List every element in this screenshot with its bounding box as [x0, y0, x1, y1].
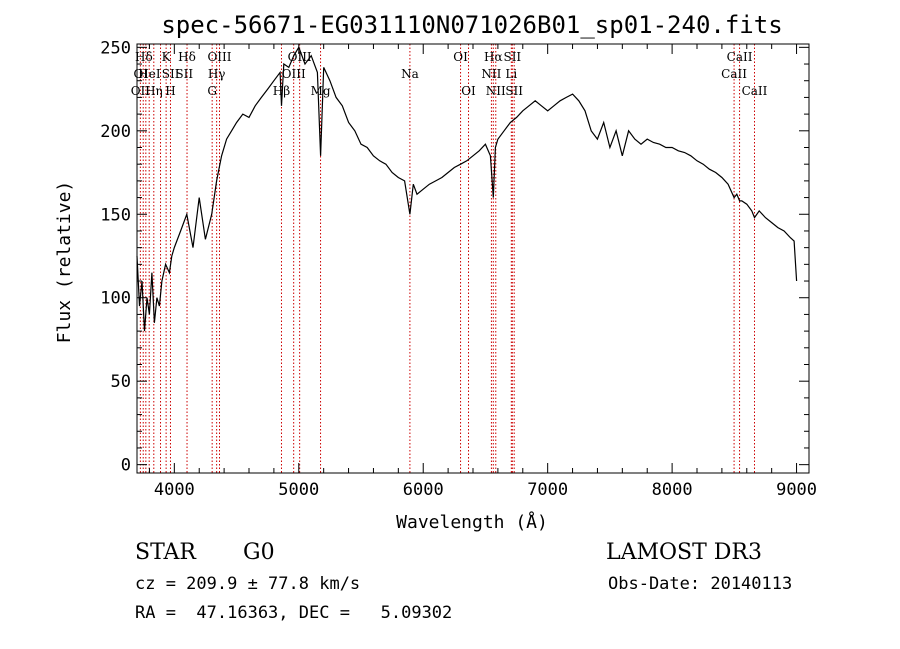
plot-frame	[136, 43, 810, 474]
spectral-line-label: CaII	[721, 67, 747, 81]
x-tick-label: 6000	[403, 480, 444, 500]
chart-title: spec-56671-EG031110N071026B01_sp01-240.f…	[161, 11, 782, 39]
spectral-line-label: Hγ	[208, 67, 226, 81]
y-tick-label: 0	[121, 456, 131, 476]
spectral-line-label: K	[162, 50, 172, 64]
spectral-line-label: OI	[461, 84, 476, 98]
spectral-line-label: Hη	[145, 84, 163, 98]
x-tick-label: 7000	[527, 480, 568, 500]
y-tick-label: 250	[100, 38, 131, 58]
spectrum-line	[136, 45, 798, 332]
y-tick-label: 200	[100, 122, 131, 142]
y-axis: 0 50 100 150 200 250	[100, 38, 809, 476]
x-axis-title: Wavelength (Å)	[396, 511, 548, 533]
spectral-line-label: H	[165, 84, 175, 98]
y-tick-label: 100	[100, 289, 131, 309]
spectral-line-label: Mg	[311, 84, 331, 98]
spectral-line-label: G	[207, 84, 217, 98]
spectral-line-label: OI	[453, 50, 468, 64]
x-tick-label: 9000	[776, 480, 817, 500]
spectral-line-label: OII	[131, 84, 151, 98]
spectral-line-label: Hδ	[135, 50, 153, 64]
spectral-line-label: Hα	[484, 50, 503, 64]
redshift-value: cz = 209.9 ± 77.8 km/s	[135, 574, 361, 594]
spectral-line-label: SII	[175, 67, 193, 81]
spectral-line-label: HeI	[138, 67, 161, 81]
spectral-line-label: SII	[505, 84, 523, 98]
spectral-line-label: CaII	[742, 84, 768, 98]
spectral-line-label: OIII	[207, 50, 231, 64]
spectral-line-label: Hδ	[178, 50, 196, 64]
spectral-line-label: NII	[486, 84, 506, 98]
y-tick-label: 150	[100, 205, 131, 225]
spectral-line-label: Hβ	[273, 84, 290, 98]
object-class: STAR	[135, 540, 196, 565]
spectral-line-label: NII	[481, 67, 501, 81]
x-tick-label: 4000	[154, 480, 195, 500]
object-subclass: G0	[243, 540, 275, 565]
spectral-line-label: SII	[503, 50, 521, 64]
reference-lines	[139, 44, 755, 473]
survey-name: LAMOST DR3	[606, 540, 762, 565]
spectral-line-label: Li	[505, 67, 517, 81]
x-axis: 4000 5000 6000 7000 8000 9000	[148, 44, 817, 500]
spectral-line-label: Na	[401, 67, 419, 81]
spectral-line-label: OIII	[282, 67, 306, 81]
coordinates: RA = 47.16363, DEC = 5.09302	[135, 603, 453, 623]
x-tick-label: 5000	[278, 480, 319, 500]
x-tick-label: 8000	[652, 480, 693, 500]
spectral-line-label: CaII	[727, 50, 753, 64]
y-axis-title: Flux (relative)	[54, 181, 75, 344]
spectral-line-label: OIII	[288, 50, 312, 64]
spectral-line-label: SII	[162, 67, 180, 81]
y-tick-label: 50	[111, 372, 131, 392]
obs-date: Obs-Date: 20140113	[608, 574, 793, 594]
